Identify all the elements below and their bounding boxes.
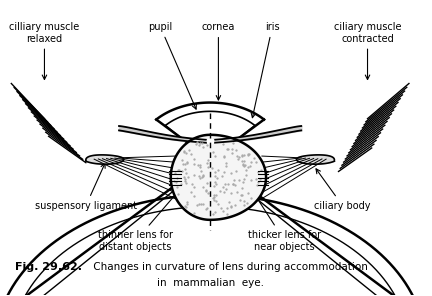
Text: Fig. 29.62.: Fig. 29.62.: [16, 262, 83, 272]
Polygon shape: [296, 155, 334, 164]
Text: thinner lens for
distant objects: thinner lens for distant objects: [98, 186, 183, 252]
Text: thicker lens for
near objects: thicker lens for near objects: [248, 186, 321, 252]
Polygon shape: [171, 135, 266, 220]
Text: in  mammalian  eye.: in mammalian eye.: [157, 278, 264, 288]
Polygon shape: [86, 155, 124, 164]
Text: iris: iris: [251, 22, 280, 118]
Text: ciliary muscle
contracted: ciliary muscle contracted: [334, 22, 401, 79]
Text: suspensory ligament: suspensory ligament: [35, 163, 137, 211]
Text: cilliary muscle
relaxed: cilliary muscle relaxed: [10, 22, 79, 79]
Text: Changes in curvature of lens during accommodation: Changes in curvature of lens during acco…: [90, 262, 368, 272]
Text: ciliary body: ciliary body: [314, 169, 371, 211]
Polygon shape: [207, 139, 213, 143]
Text: cornea: cornea: [202, 22, 235, 100]
Text: pupil: pupil: [148, 22, 197, 109]
